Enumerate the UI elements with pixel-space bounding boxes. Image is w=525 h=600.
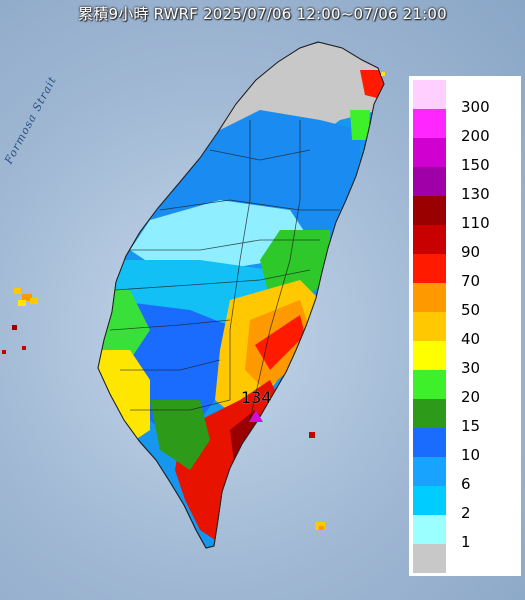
legend-swatch-1	[413, 515, 446, 544]
legend-swatch-6	[413, 457, 446, 486]
legend-label-30: 30	[461, 359, 481, 377]
legend-label-1: 1	[461, 533, 471, 551]
legend-label-15: 15	[461, 417, 481, 435]
legend-label-40: 40	[461, 330, 481, 348]
legend-swatch-2	[413, 486, 446, 515]
legend-label-200: 200	[461, 127, 490, 145]
legend-swatch-40	[413, 312, 446, 341]
legend-label-300: 300	[461, 98, 490, 116]
legend-label-130: 130	[461, 185, 490, 203]
keelung-islet	[381, 72, 385, 76]
legend-swatch-110	[413, 196, 446, 225]
legend-swatch-30	[413, 341, 446, 370]
legend-label-2: 2	[461, 504, 471, 522]
legend-label-6: 6	[461, 475, 471, 493]
legend-label-10: 10	[461, 446, 481, 464]
legend-swatch-15	[413, 399, 446, 428]
penghu-islands	[2, 288, 38, 354]
legend-swatch-50	[413, 283, 446, 312]
legend-swatch-none	[413, 544, 446, 573]
legend-label-150: 150	[461, 156, 490, 174]
map-title: 累積9小時 RWRF 2025/07/06 12:00~07/06 21:00	[78, 5, 447, 23]
legend-swatch-10	[413, 428, 446, 457]
legend-swatch-200	[413, 109, 446, 138]
orchid-island	[315, 522, 325, 530]
max-rainfall-marker	[249, 410, 263, 422]
green-island	[309, 432, 315, 438]
legend-label-70: 70	[461, 272, 481, 290]
legend-swatch-90	[413, 225, 446, 254]
rainfall-legend: 300 200 150 130 110 90 70 50 40 30 20 15…	[409, 76, 521, 576]
legend-label-20: 20	[461, 388, 481, 406]
legend-swatch-130	[413, 167, 446, 196]
legend-label-50: 50	[461, 301, 481, 319]
legend-swatch-20	[413, 370, 446, 399]
legend-swatch-70	[413, 254, 446, 283]
legend-label-90: 90	[461, 243, 481, 261]
legend-swatch-300	[413, 80, 446, 109]
legend-label-110: 110	[461, 214, 490, 232]
max-rainfall-label: 134	[241, 388, 272, 407]
legend-swatch-150	[413, 138, 446, 167]
